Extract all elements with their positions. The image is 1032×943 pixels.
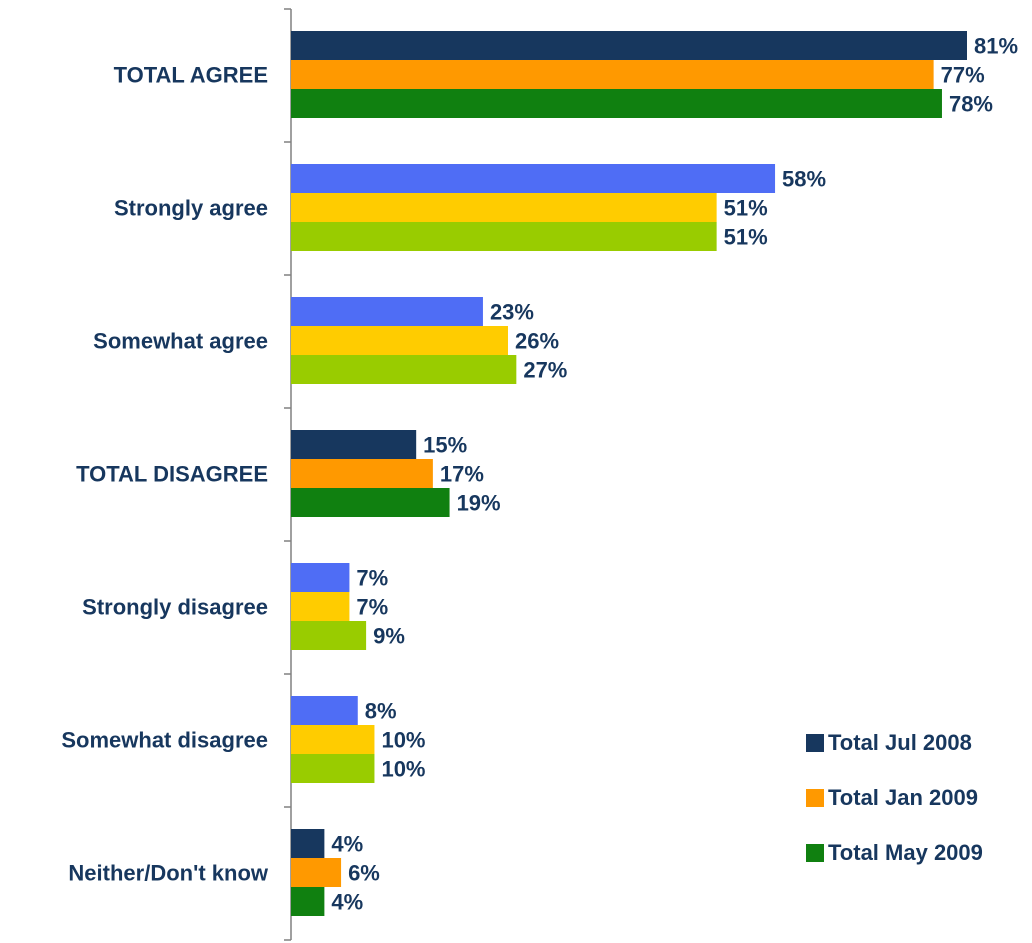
legend-item-jul-2008: Total Jul 2008 [806,730,972,756]
value-label-somewhat-agree-total-jan-2009: 26% [515,329,559,354]
legend-swatch-jan-2009 [806,789,824,807]
value-label-somewhat-disagree-total-jul-2008: 8% [365,699,397,724]
bar-neither-don-t-know-total-jul-2008 [291,829,325,858]
value-label-total-agree-total-jan-2009: 77% [941,63,985,88]
bars [291,31,967,916]
value-label-total-agree-total-may-2009: 78% [949,92,993,117]
legend-item-may-2009: Total May 2009 [806,840,983,866]
category-label-somewhat-agree: Somewhat agree [93,329,268,354]
value-label-strongly-agree-total-jul-2008: 58% [782,167,826,192]
value-label-neither-don-t-know-total-jan-2009: 6% [348,861,380,886]
bar-somewhat-disagree-total-jul-2008 [291,696,358,725]
value-label-somewhat-disagree-total-may-2009: 10% [381,757,425,782]
legend-swatch-may-2009 [806,844,824,862]
bar-strongly-disagree-total-jan-2009 [291,592,350,621]
value-label-total-agree-total-jul-2008: 81% [974,34,1018,59]
category-label-neither-don-t-know: Neither/Don't know [68,861,268,886]
bar-total-disagree-total-jan-2009 [291,459,433,488]
bar-total-agree-total-may-2009 [291,89,942,118]
value-label-strongly-disagree-total-may-2009: 9% [373,624,405,649]
category-label-strongly-agree: Strongly agree [114,196,268,221]
bar-total-disagree-total-may-2009 [291,488,450,517]
legend-item-jan-2009: Total Jan 2009 [806,785,978,811]
value-label-strongly-disagree-total-jan-2009: 7% [356,595,388,620]
value-label-somewhat-disagree-total-jan-2009: 10% [381,728,425,753]
bar-total-disagree-total-jul-2008 [291,430,417,459]
value-label-total-disagree-total-jul-2008: 15% [423,433,467,458]
bar-strongly-agree-total-may-2009 [291,222,717,251]
bar-total-agree-total-jan-2009 [291,60,934,89]
bar-total-agree-total-jul-2008 [291,31,967,60]
y-axis [284,8,292,941]
bar-somewhat-disagree-total-jan-2009 [291,725,375,754]
bar-neither-don-t-know-total-may-2009 [291,887,325,916]
value-label-strongly-agree-total-jan-2009: 51% [724,196,768,221]
bar-neither-don-t-know-total-jan-2009 [291,858,342,887]
legend-label-jan-2009: Total Jan 2009 [828,785,978,810]
bar-strongly-disagree-total-jul-2008 [291,563,350,592]
value-label-somewhat-agree-total-may-2009: 27% [523,358,567,383]
legend-label-jul-2008: Total Jul 2008 [828,730,972,755]
bar-strongly-agree-total-jul-2008 [291,164,776,193]
value-label-neither-don-t-know-total-jul-2008: 4% [331,832,363,857]
value-label-total-disagree-total-jan-2009: 17% [440,462,484,487]
bar-strongly-agree-total-jan-2009 [291,193,717,222]
value-label-strongly-disagree-total-jul-2008: 7% [356,566,388,591]
value-label-strongly-agree-total-may-2009: 51% [724,225,768,250]
legend-label-may-2009: Total May 2009 [828,840,983,865]
bar-strongly-disagree-total-may-2009 [291,621,367,650]
bar-somewhat-disagree-total-may-2009 [291,754,375,783]
category-labels: TOTAL AGREE Strongly agree Somewhat agree T… [61,63,269,886]
bar-somewhat-agree-total-may-2009 [291,355,517,384]
bar-somewhat-agree-total-jan-2009 [291,326,508,355]
value-label-neither-don-t-know-total-may-2009: 4% [331,890,363,915]
value-label-total-disagree-total-may-2009: 19% [457,491,501,516]
bar-somewhat-agree-total-jul-2008 [291,297,483,326]
category-label-somewhat-disagree: Somewhat disagree [61,728,268,753]
category-label-total-disagree: TOTAL DISAGREE [76,462,268,487]
value-labels: 81% 77% 78% 58% 51% 51% 23% 26% 27% 15% 17% 19% 7% 7%… [331,34,1018,915]
category-label-total-agree: TOTAL AGREE [114,63,268,88]
legend-swatch-jul-2008 [806,734,824,752]
category-label-strongly-disagree: Strongly disagree [82,595,268,620]
value-label-somewhat-agree-total-jul-2008: 23% [490,300,534,325]
